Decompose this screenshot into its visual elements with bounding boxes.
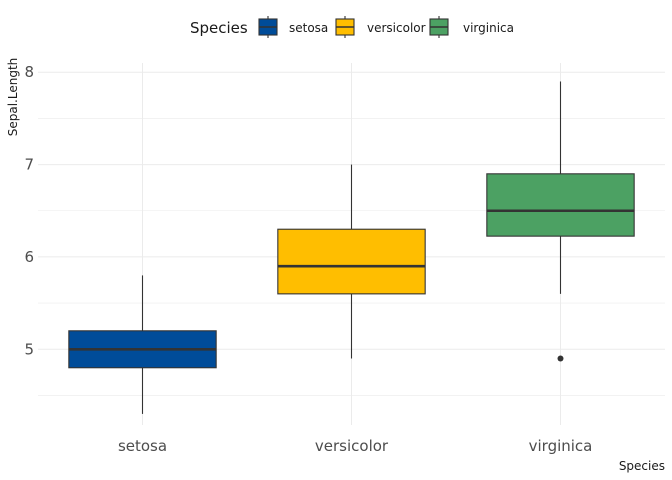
x-tick-label: setosa — [118, 437, 167, 455]
box-iqr — [277, 228, 426, 295]
box-iqr — [486, 173, 635, 237]
y-tick-label: 8 — [24, 63, 34, 81]
legend-label: setosa — [289, 21, 328, 35]
legend-label: versicolor — [367, 21, 426, 35]
y-tick-label: 7 — [24, 156, 34, 174]
legend-label: virginica — [463, 21, 514, 35]
legend-item-virginica: virginica — [429, 16, 514, 38]
legend-items: setosa versicolor virginica — [258, 16, 514, 38]
box-virginica — [486, 81, 635, 362]
boxes — [68, 81, 635, 414]
outlier-point — [557, 355, 564, 362]
legend: Species setosa versicolor virginica — [190, 16, 514, 38]
y-tick-label: 6 — [24, 248, 34, 266]
y-tick-label: 5 — [24, 340, 34, 358]
legend-item-setosa: setosa — [258, 16, 328, 38]
y-axis-title: Sepal.Length — [6, 58, 20, 137]
box-setosa — [68, 275, 217, 414]
x-tick-label: virginica — [529, 437, 593, 455]
y-axis-ticks: 5 6 7 8 — [24, 63, 34, 358]
x-axis-title: Species — [619, 459, 665, 473]
x-tick-label: versicolor — [315, 437, 389, 455]
legend-title: Species — [190, 19, 248, 37]
x-axis-ticks: setosa versicolor virginica — [118, 437, 592, 455]
box-versicolor — [277, 164, 426, 359]
legend-item-versicolor: versicolor — [335, 16, 426, 38]
